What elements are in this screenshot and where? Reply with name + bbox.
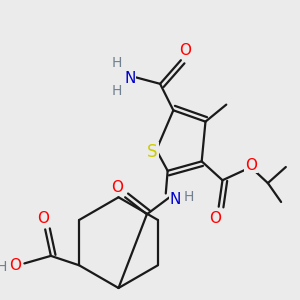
Text: H: H — [111, 56, 122, 70]
Text: O: O — [245, 158, 257, 172]
Text: S: S — [147, 143, 158, 161]
Text: H: H — [111, 84, 122, 98]
Text: N: N — [124, 71, 136, 86]
Text: N: N — [169, 192, 181, 207]
Text: O: O — [179, 43, 191, 58]
Text: O: O — [37, 211, 49, 226]
Text: H: H — [183, 190, 194, 204]
Text: O: O — [209, 211, 221, 226]
Text: O: O — [112, 180, 124, 195]
Text: O: O — [9, 258, 21, 273]
Text: H: H — [0, 260, 7, 274]
